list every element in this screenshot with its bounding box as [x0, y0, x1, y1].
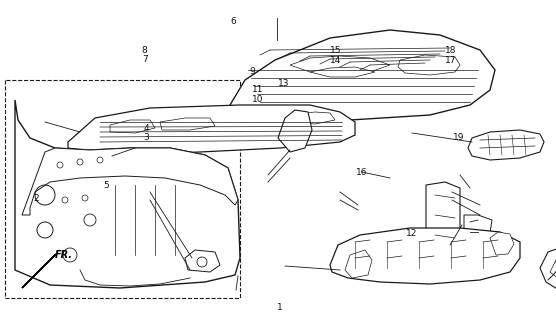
Polygon shape: [278, 110, 312, 152]
Text: 3: 3: [143, 133, 149, 142]
Polygon shape: [15, 100, 240, 288]
Text: 15: 15: [330, 46, 341, 55]
Polygon shape: [160, 118, 215, 130]
Polygon shape: [550, 250, 556, 283]
Text: 13: 13: [278, 79, 290, 88]
Text: 17: 17: [445, 56, 456, 65]
Text: 8: 8: [142, 46, 147, 55]
Text: 11: 11: [252, 85, 264, 94]
Text: 12: 12: [406, 229, 417, 238]
Text: 4: 4: [143, 124, 149, 132]
Text: 1: 1: [277, 303, 282, 312]
Text: 16: 16: [356, 168, 368, 177]
Polygon shape: [540, 245, 556, 292]
Polygon shape: [464, 215, 492, 233]
Polygon shape: [468, 130, 544, 160]
Polygon shape: [290, 112, 335, 124]
Text: 10: 10: [252, 95, 264, 104]
Text: 9: 9: [249, 67, 255, 76]
Polygon shape: [230, 30, 495, 120]
Polygon shape: [426, 182, 460, 258]
Polygon shape: [464, 232, 492, 250]
Polygon shape: [310, 67, 375, 77]
Polygon shape: [290, 56, 390, 74]
Polygon shape: [22, 254, 56, 288]
Polygon shape: [330, 228, 520, 284]
Text: 5: 5: [103, 181, 108, 190]
Polygon shape: [345, 250, 372, 278]
Polygon shape: [185, 250, 220, 272]
Text: FR.: FR.: [55, 250, 73, 260]
Polygon shape: [110, 120, 155, 133]
Polygon shape: [22, 148, 238, 215]
Text: 2: 2: [33, 194, 39, 203]
Polygon shape: [68, 105, 355, 154]
Text: 6: 6: [231, 17, 236, 26]
Text: 7: 7: [142, 55, 147, 64]
Text: 14: 14: [330, 56, 341, 65]
Polygon shape: [260, 108, 280, 117]
Polygon shape: [490, 232, 514, 255]
Polygon shape: [398, 55, 460, 75]
Text: 19: 19: [453, 133, 465, 142]
Text: 18: 18: [445, 46, 456, 55]
